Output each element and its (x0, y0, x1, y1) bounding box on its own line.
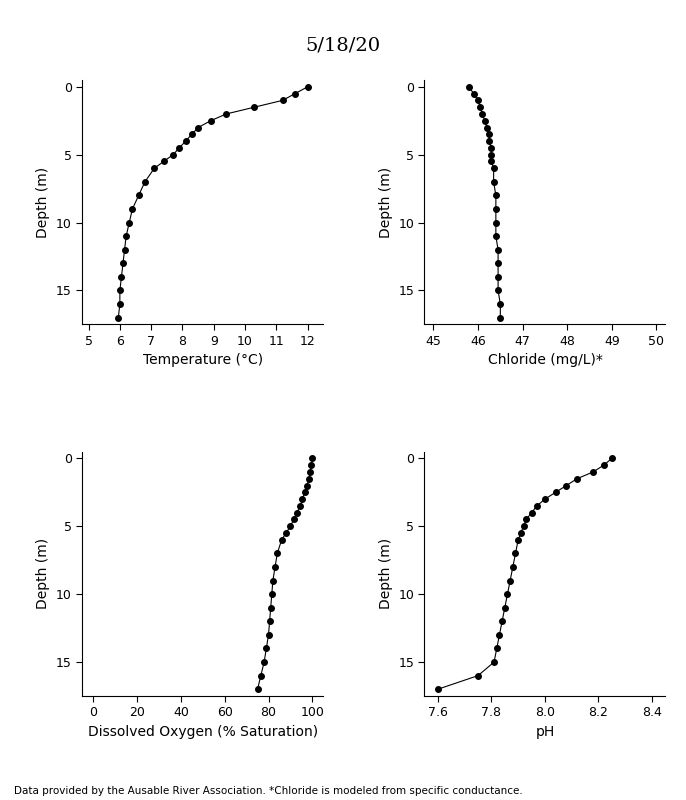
Text: Data provided by the Ausable River Association. *Chloride is modeled from specif: Data provided by the Ausable River Assoc… (14, 786, 523, 796)
Y-axis label: Depth (m): Depth (m) (36, 166, 51, 238)
Y-axis label: Depth (m): Depth (m) (379, 166, 392, 238)
Text: 5/18/20: 5/18/20 (305, 36, 381, 54)
Y-axis label: Depth (m): Depth (m) (379, 538, 392, 610)
X-axis label: Dissolved Oxygen (% Saturation): Dissolved Oxygen (% Saturation) (88, 725, 318, 739)
X-axis label: pH: pH (535, 725, 554, 739)
X-axis label: Temperature (°C): Temperature (°C) (143, 354, 263, 367)
X-axis label: Chloride (mg/L)*: Chloride (mg/L)* (488, 354, 602, 367)
Y-axis label: Depth (m): Depth (m) (36, 538, 51, 610)
